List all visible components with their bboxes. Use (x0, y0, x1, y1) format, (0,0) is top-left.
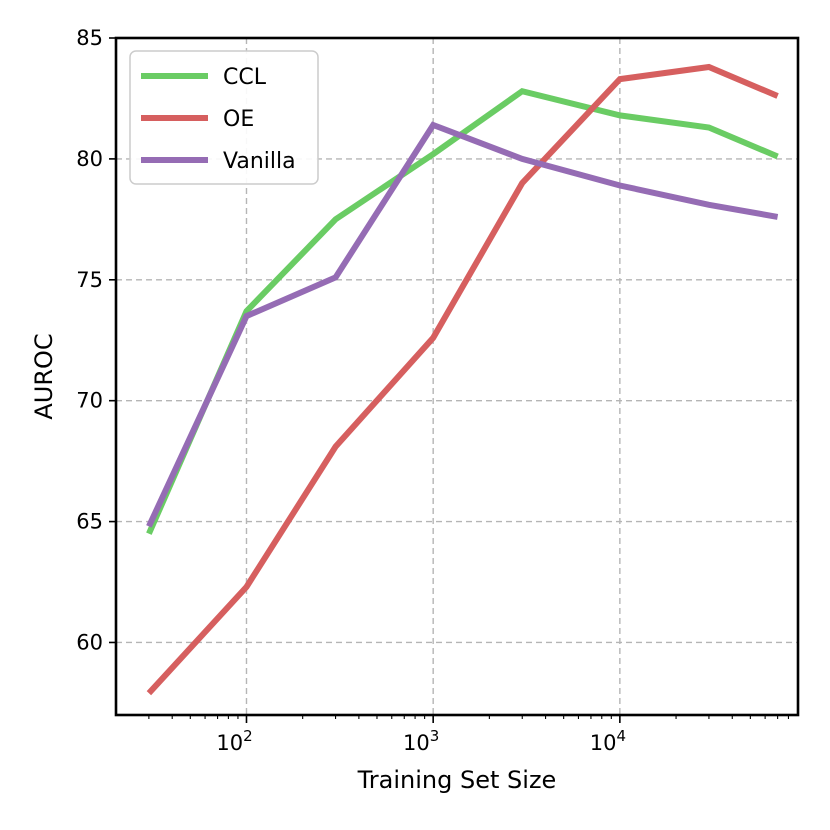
series-layer (146, 63, 779, 696)
y-axis-label: AUROC (30, 333, 58, 419)
x-tick-label: 104 (590, 727, 626, 755)
x-tick-base: 10 (216, 731, 243, 755)
x-tick-exponent: 2 (243, 727, 253, 745)
legend-label-oe: OE (223, 107, 254, 132)
y-tick-label: 80 (76, 147, 103, 171)
series-line-ccl (146, 87, 779, 535)
legend-label-ccl: CCL (223, 65, 267, 90)
x-tick-exponent: 3 (430, 727, 440, 745)
x-tick-exponent: 4 (616, 727, 626, 745)
y-tick-label: 65 (76, 510, 103, 534)
legend-label-vanilla: Vanilla (223, 149, 296, 174)
legend-box (129, 50, 319, 185)
x-tick-label: 102 (216, 727, 252, 755)
x-tick-label: 103 (403, 727, 439, 755)
plot-frame (114, 36, 800, 717)
series-line-oe (146, 63, 779, 696)
series-line-vanilla (146, 121, 779, 528)
legend: CCL OE Vanilla (129, 50, 319, 185)
y-tick-label: 75 (76, 268, 103, 292)
y-tick-label: 60 (76, 630, 103, 654)
y-tick-label: 85 (76, 26, 103, 50)
x-axis-label: Training Set Size (357, 766, 557, 794)
x-tick-base: 10 (590, 731, 617, 755)
x-tick-base: 10 (403, 731, 430, 755)
y-tick-label: 70 (76, 389, 103, 413)
